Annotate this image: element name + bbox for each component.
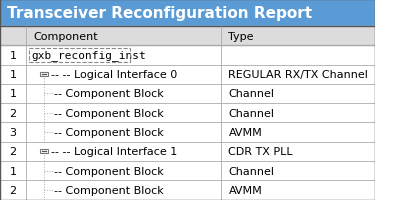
Bar	[0, 0, 374, 27]
Bar	[0, 161, 374, 180]
Text: 1: 1	[9, 89, 17, 99]
Bar	[0, 84, 374, 104]
Text: -- Component Block: -- Component Block	[54, 166, 164, 176]
Text: Channel: Channel	[228, 89, 275, 99]
Text: -- Component Block: -- Component Block	[54, 108, 164, 118]
Bar	[0, 46, 374, 65]
Text: -- Component Block: -- Component Block	[54, 89, 164, 99]
Text: 1: 1	[9, 70, 17, 80]
Bar	[0, 123, 374, 142]
Text: 1: 1	[9, 166, 17, 176]
Text: 2: 2	[9, 185, 17, 195]
Text: 3: 3	[9, 127, 17, 137]
Bar	[40, 73, 47, 77]
Bar	[0, 104, 374, 123]
Text: -- Component Block: -- Component Block	[54, 127, 164, 137]
Text: -- -- Logical Interface 1: -- -- Logical Interface 1	[51, 147, 178, 157]
Bar	[0, 65, 374, 84]
Text: AVMM: AVMM	[228, 185, 262, 195]
Text: AVMM: AVMM	[228, 127, 262, 137]
Text: Channel: Channel	[228, 166, 275, 176]
Bar	[0, 142, 374, 161]
Text: REGULAR RX/TX Channel: REGULAR RX/TX Channel	[228, 70, 368, 80]
Text: gxb_reconfig_inst: gxb_reconfig_inst	[32, 50, 146, 61]
Bar	[0, 27, 374, 46]
Text: -- -- Logical Interface 0: -- -- Logical Interface 0	[51, 70, 178, 80]
Text: CDR TX PLL: CDR TX PLL	[228, 147, 293, 157]
Text: Channel: Channel	[228, 108, 275, 118]
Bar	[0, 180, 374, 200]
Text: Component: Component	[34, 32, 98, 41]
Text: 2: 2	[9, 147, 17, 157]
Text: 2: 2	[9, 108, 17, 118]
Text: -- Component Block: -- Component Block	[54, 185, 164, 195]
Text: 1: 1	[9, 51, 17, 61]
Text: Type: Type	[228, 32, 254, 41]
Bar	[40, 150, 47, 154]
Text: Transceiver Reconfiguration Report: Transceiver Reconfiguration Report	[7, 6, 312, 21]
